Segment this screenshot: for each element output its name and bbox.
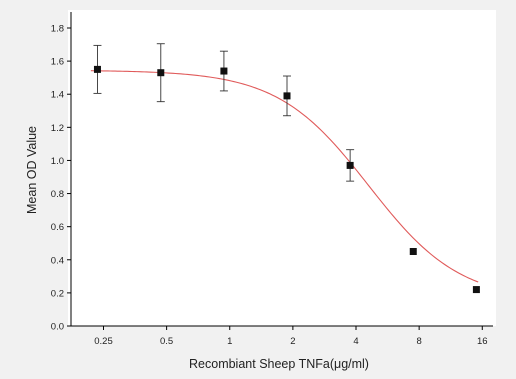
plot-area (68, 10, 496, 326)
point-layer (93, 65, 480, 294)
y-tick-label: 0.0 (51, 322, 64, 333)
x-axis-title: Recombiant Sheep TNFa(μg/ml) (189, 357, 369, 371)
y-tick-label: 1.2 (51, 123, 64, 134)
data-point (157, 69, 165, 77)
data-point (409, 248, 417, 255)
x-tick-label: 0.5 (160, 336, 173, 347)
fit-curve-line (90, 70, 479, 283)
y-axis-title: Mean OD Value (25, 126, 39, 214)
x-tick-layer: 0.25 0.5 1 2 4 8 16 (94, 326, 488, 347)
y-tick-label: 0.2 (51, 288, 64, 299)
y-tick-label: 0.6 (51, 222, 64, 233)
y-tick-label: 0.8 (51, 189, 64, 200)
x-tick-label: 4 (353, 336, 358, 347)
data-point (93, 65, 101, 73)
data-point (220, 67, 228, 75)
fit-curve-layer (90, 70, 479, 283)
data-point (346, 161, 354, 169)
y-tick-label: 1.6 (51, 57, 64, 68)
y-tick-label: 1.4 (51, 90, 64, 101)
y-tick-label: 1.8 (51, 24, 64, 35)
x-tick-label: 8 (416, 336, 421, 347)
x-tick-label: 2 (290, 336, 295, 347)
y-tick-label: 0.4 (51, 255, 64, 266)
data-point (472, 286, 480, 294)
x-tick-label: 0.25 (94, 336, 113, 347)
y-tick-label: 1.0 (51, 156, 64, 167)
x-tick-label: 16 (477, 336, 488, 347)
x-tick-label: 1 (227, 336, 232, 347)
y-tick-layer: 0.0 0.2 0.4 0.6 0.8 1.0 1.2 1.4 1.6 1.8 (51, 24, 71, 333)
data-point (283, 92, 291, 100)
